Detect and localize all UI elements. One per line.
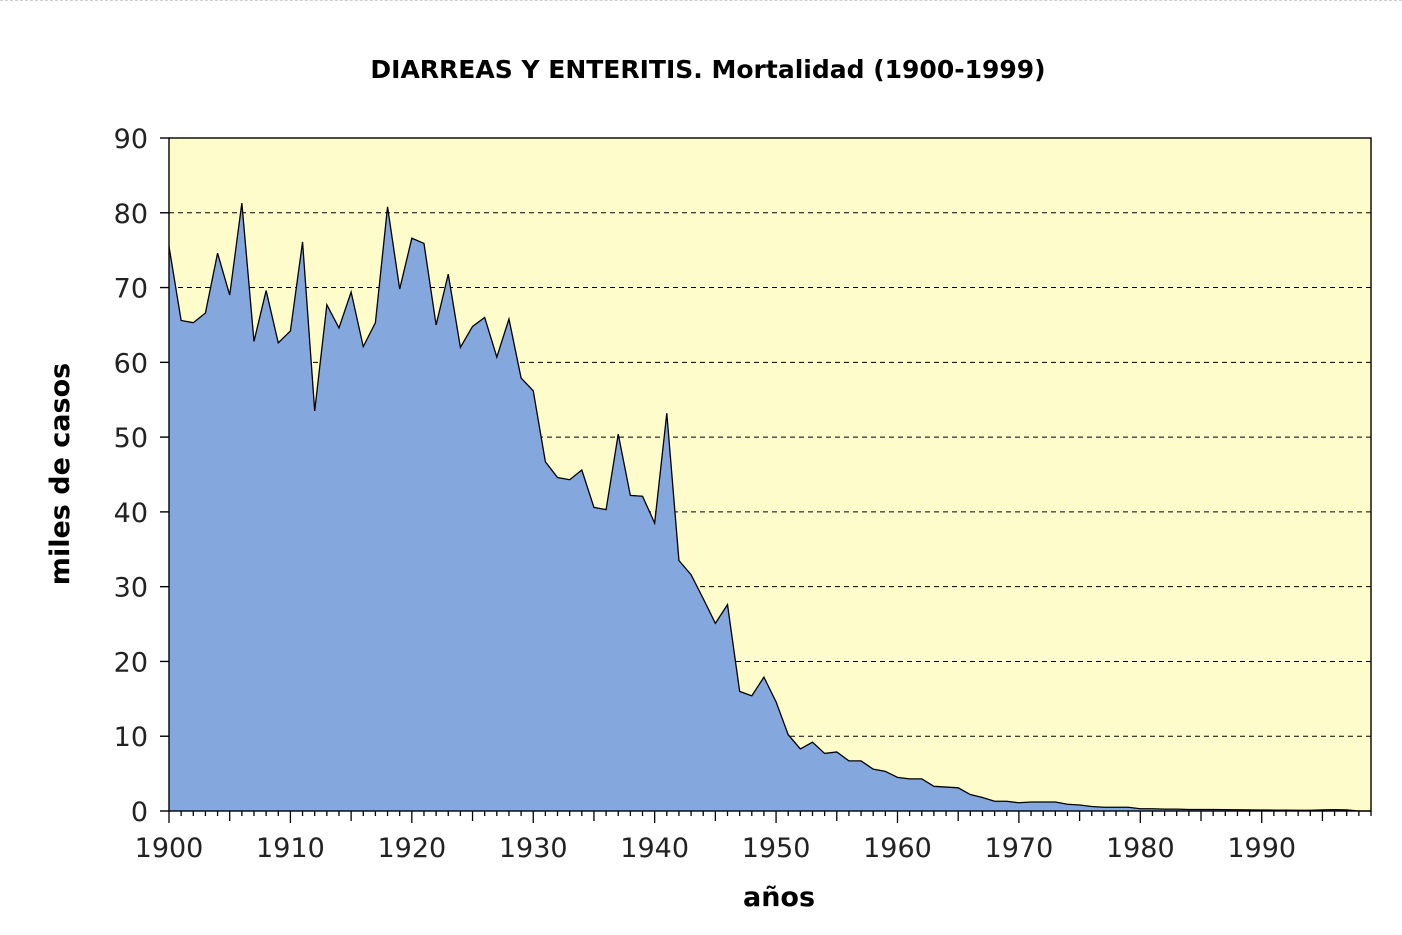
x-tick-label-1990: 1990	[1227, 833, 1296, 864]
x-tick-label-1940: 1940	[620, 833, 689, 864]
x-axis-label: años	[743, 882, 815, 913]
axes	[168, 137, 1372, 812]
y-tick-label-0: 0	[131, 797, 148, 828]
data-area	[169, 203, 1371, 811]
x-tick-label-1910: 1910	[256, 833, 325, 864]
x-tick-label-1920: 1920	[377, 833, 446, 864]
top-border-line	[0, 0, 1402, 1]
x-tick-label-1970: 1970	[985, 833, 1054, 864]
y-tick-label-10: 10	[114, 722, 148, 753]
y-tick-label-30: 30	[114, 573, 148, 604]
x-tick-label-1930: 1930	[499, 833, 568, 864]
x-tick-label-1900: 1900	[135, 833, 204, 864]
tick-marks	[160, 137, 1372, 823]
y-tick-label-60: 60	[114, 348, 148, 379]
y-tick-label-20: 20	[114, 647, 148, 678]
x-tick-label-1960: 1960	[863, 833, 932, 864]
x-tick-label-1980: 1980	[1106, 833, 1175, 864]
chart-title: DIARREAS Y ENTERITIS. Mortalidad (1900-1…	[370, 55, 1045, 84]
y-tick-label-70: 70	[114, 274, 148, 305]
y-tick-label-40: 40	[114, 498, 148, 529]
y-tick-label-90: 90	[114, 124, 148, 155]
plot-frame	[168, 137, 1372, 812]
y-axis-label: miles de casos	[45, 363, 76, 585]
x-tick-label-1950: 1950	[742, 833, 811, 864]
y-tick-label-80: 80	[114, 199, 148, 230]
data-line	[168, 202, 1371, 812]
tick-labels: 0 10 20 30 40 50 60 70 80 90 1900 1910 1920 1930 1940 1…	[114, 124, 1296, 864]
y-tick-label-50: 50	[114, 423, 148, 454]
